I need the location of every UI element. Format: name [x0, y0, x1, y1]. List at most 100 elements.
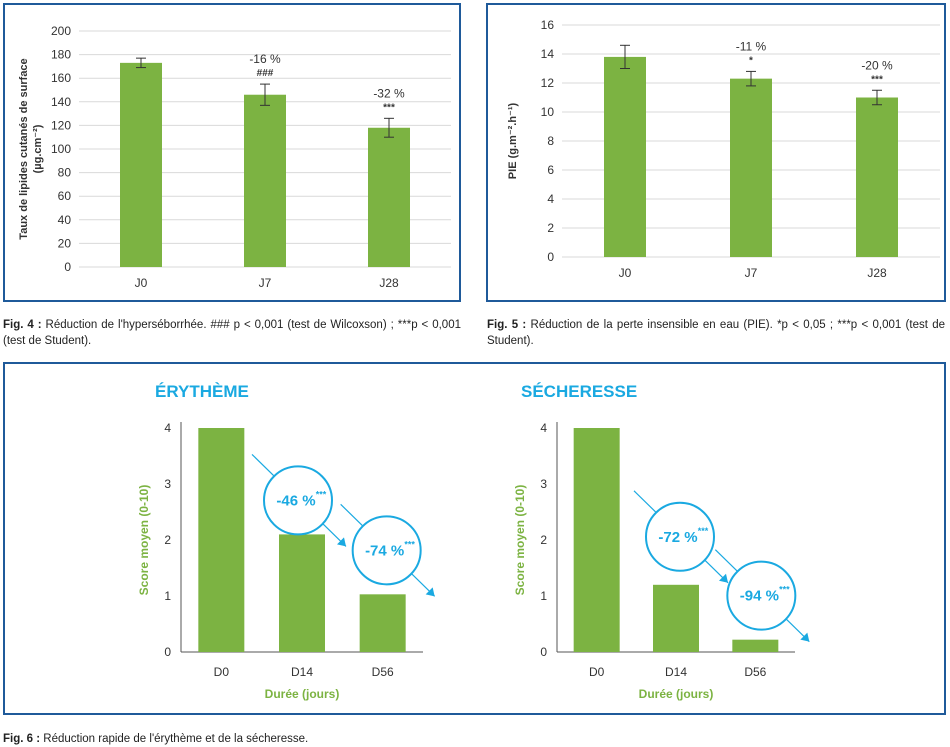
- bar: [198, 428, 245, 652]
- percent-label: -20 %: [861, 58, 893, 72]
- y-tick-label: 4: [547, 192, 554, 206]
- y-tick-label: 20: [58, 236, 72, 250]
- y-tick-label: 200: [51, 24, 71, 38]
- x-tick-label: D0: [589, 665, 605, 679]
- x-tick-label: D0: [214, 665, 230, 679]
- y-tick-label: 12: [541, 76, 555, 90]
- y-axis-label: Taux de lipides cutanés de surface: [18, 58, 30, 239]
- chart-title: SÉCHERESSE: [521, 382, 637, 401]
- bar: [730, 78, 772, 258]
- bar: [732, 639, 779, 652]
- fig5-caption: Fig. 5 : Réduction de la perte insensibl…: [487, 317, 945, 349]
- bar: [279, 534, 325, 652]
- y-tick-label: 14: [541, 47, 555, 61]
- fig4-chart: 0 20 40 60 80 100 120 140 160 180 200 J0 J7 ### -16 % J…: [18, 24, 451, 290]
- y-tick-label: 2: [547, 221, 554, 235]
- badge-circle: [351, 515, 422, 586]
- fig4-caption-label: Fig. 4 :: [3, 319, 42, 331]
- y-tick-label: 8: [547, 134, 554, 148]
- y-tick-label: 140: [51, 95, 71, 109]
- y-tick-label: 4: [164, 421, 171, 435]
- y-tick-label: 180: [51, 48, 71, 62]
- significance-label: ***: [871, 74, 883, 85]
- y-tick-label: 60: [58, 189, 72, 203]
- percent-label: -11 %: [736, 39, 767, 53]
- x-tick-label: D56: [744, 665, 766, 679]
- x-tick-label: D14: [291, 665, 313, 679]
- fig5-caption-label: Fig. 5 :: [487, 319, 527, 331]
- y-tick-label: 4: [540, 421, 547, 435]
- bar: [244, 94, 286, 267]
- y-tick-label: 3: [540, 477, 547, 491]
- y-tick-label: 10: [541, 105, 555, 119]
- badge-significance: ***: [404, 539, 415, 549]
- arrow-head: [800, 632, 810, 642]
- fig4-caption-text: Réduction de l'hyperséborrhée. ### p < 0…: [3, 319, 461, 347]
- fig4-panel: 0 20 40 60 80 100 120 140 160 180 200 J0 J7 ### -16 % J…: [3, 3, 461, 302]
- y-tick-label: 0: [64, 260, 71, 274]
- badge-label: -94 %: [740, 588, 779, 605]
- significance-label: *: [749, 55, 753, 66]
- y-tick-label: 3: [164, 477, 171, 491]
- fig6-chart: ÉRYTHÈME 0 1 2 3 4 Score moyen (0-10) Durée (jo…: [137, 382, 810, 701]
- y-tick-label: 40: [58, 213, 72, 227]
- chart-title: ÉRYTHÈME: [155, 382, 249, 401]
- significance-label: ###: [257, 68, 274, 79]
- bar: [653, 584, 699, 652]
- x-tick-label: J0: [135, 276, 148, 290]
- x-tick-label: D56: [372, 665, 394, 679]
- y-tick-label: 0: [540, 645, 547, 659]
- x-tick-label: J7: [259, 276, 272, 290]
- y-tick-label: 6: [547, 163, 554, 177]
- badge-significance: ***: [698, 526, 709, 536]
- badge-circle: [645, 501, 715, 572]
- fig6-panel: ÉRYTHÈME 0 1 2 3 4 Score moyen (0-10) Durée (jo…: [3, 362, 946, 715]
- y-tick-label: 2: [164, 533, 171, 547]
- bar: [368, 127, 410, 267]
- y-tick-label: 16: [541, 18, 555, 32]
- y-tick-label: 120: [51, 118, 71, 132]
- arrow-head: [425, 587, 435, 597]
- badge-label: -72 %: [658, 529, 697, 546]
- y-tick-label: 2: [540, 533, 547, 547]
- y-tick-label: 0: [547, 250, 554, 264]
- bar: [120, 62, 162, 267]
- bar: [856, 97, 898, 257]
- fig5-caption-text: Réduction de la perte insensible en eau …: [487, 319, 945, 347]
- fig5-chart: 0 2 4 6 8 10 12 14 16 J0 J7 * -11 % J28 *** -20 % PIE (g…: [507, 18, 940, 280]
- badge-label: -74 %: [365, 542, 404, 559]
- badge-label: -46 %: [276, 492, 315, 509]
- x-tick-label: D14: [665, 665, 687, 679]
- x-tick-label: J28: [379, 276, 399, 290]
- x-tick-label: J7: [745, 266, 758, 280]
- badge-circle: [726, 560, 797, 631]
- y-tick-label: 160: [51, 71, 71, 85]
- fig6-caption: Fig. 6 : Réduction rapide de l'érythème …: [3, 731, 703, 747]
- y-axis-unit: (µg.cm⁻²): [32, 124, 44, 173]
- x-tick-label: J0: [619, 266, 632, 280]
- bar: [359, 594, 406, 652]
- y-tick-label: 80: [58, 166, 72, 180]
- x-axis-label: Durée (jours): [265, 687, 340, 701]
- y-tick-label: 1: [164, 589, 171, 603]
- significance-label: ***: [383, 102, 395, 113]
- badge-significance: ***: [779, 585, 790, 595]
- x-tick-label: J28: [867, 266, 887, 280]
- y-axis-label: Score moyen (0-10): [513, 485, 527, 596]
- percent-label: -32 %: [373, 86, 405, 100]
- y-axis-label: PIE (g.m⁻².h⁻¹): [507, 102, 519, 179]
- bar: [573, 428, 620, 652]
- x-axis-label: Durée (jours): [639, 687, 714, 701]
- fig6-caption-text: Réduction rapide de l'érythème et de la …: [40, 733, 309, 745]
- fig4-caption: Fig. 4 : Réduction de l'hyperséborrhée. …: [3, 317, 461, 349]
- percent-label: -16 %: [249, 52, 281, 66]
- fig6-caption-label: Fig. 6 :: [3, 733, 41, 745]
- bar: [604, 56, 646, 258]
- badge-circle: [263, 465, 333, 536]
- y-tick-label: 0: [164, 645, 171, 659]
- arrow-head: [719, 573, 728, 583]
- arrow-head: [337, 537, 346, 547]
- badge-significance: ***: [316, 489, 327, 499]
- fig5-panel: 0 2 4 6 8 10 12 14 16 J0 J7 * -11 % J28 *** -20 % PIE (g…: [486, 3, 946, 302]
- y-axis-label: Score moyen (0-10): [137, 485, 151, 596]
